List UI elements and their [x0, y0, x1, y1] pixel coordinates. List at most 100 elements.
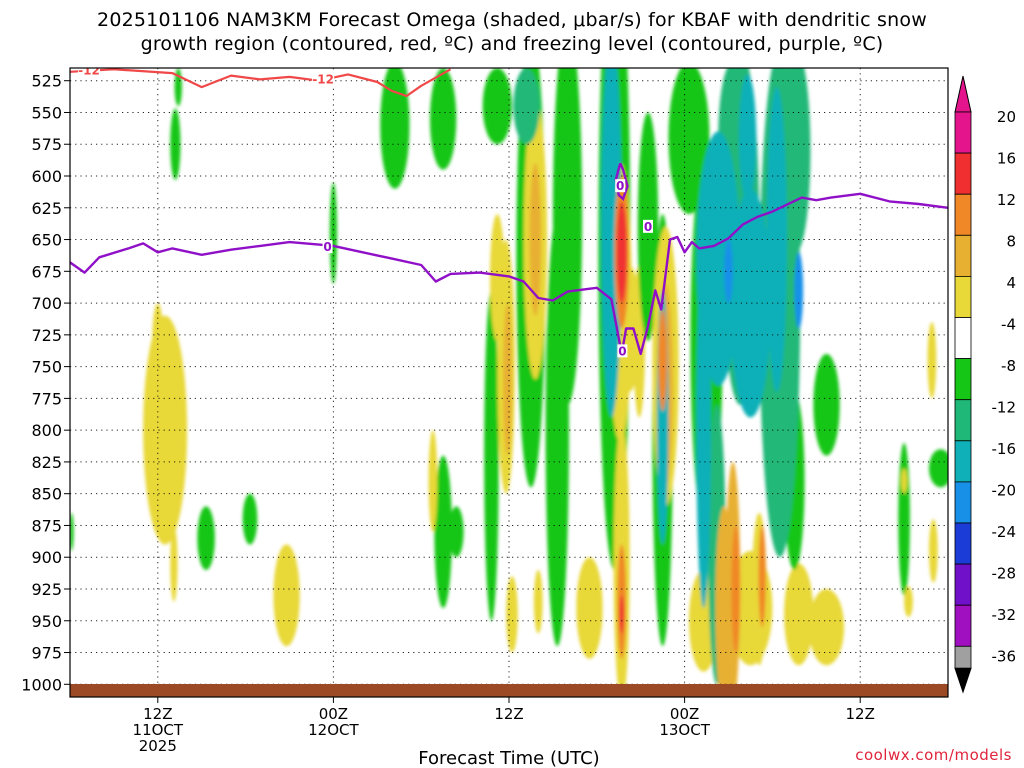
omega-shade-region	[429, 68, 457, 170]
omega-shade-region	[242, 493, 258, 545]
colorbar-swatch	[954, 111, 972, 154]
pressure-tick-label: 575	[31, 135, 62, 154]
omega-shade-region	[619, 595, 624, 634]
omega-shade-region	[766, 87, 788, 393]
pressure-tick-label: 600	[31, 167, 62, 186]
omega-shade-region	[794, 252, 804, 329]
pressure-tick-label: 675	[31, 262, 62, 281]
time-tick-label: 13OCT	[659, 721, 710, 739]
colorbar-swatch	[954, 193, 972, 236]
omega-shade-region	[151, 303, 164, 393]
freezing-level-label: 0	[618, 344, 626, 358]
chart-title-line2: growth region (contoured, red, ºC) and f…	[141, 33, 884, 55]
colorbar-bottom-arrow	[954, 667, 972, 694]
omega-shade-region	[143, 315, 188, 545]
freezing-label-bg	[643, 219, 654, 233]
pressure-tick-label: 850	[31, 485, 62, 504]
freezing-level-label: 0	[323, 240, 331, 254]
freezing-level-label: 0	[616, 179, 624, 193]
omega-shade-region	[380, 68, 410, 189]
time-tick-label: 00Z	[319, 705, 348, 723]
colorbar-label: 16	[997, 150, 1016, 168]
omega-shade-region	[273, 544, 300, 647]
pressure-tick-label: 525	[31, 72, 62, 91]
time-tick-label: 12Z	[143, 705, 172, 723]
omega-shade-region	[428, 430, 438, 532]
colorbar-swatch	[954, 399, 972, 442]
colorbar-label: -12	[992, 399, 1017, 417]
omega-shade-region	[170, 108, 181, 180]
omega-shade-region	[813, 353, 840, 456]
pressure-tick-label: 975	[31, 644, 62, 663]
time-tick-label: 12OCT	[308, 721, 359, 739]
omega-shade-region	[197, 506, 215, 570]
omega-shade-region	[513, 68, 540, 145]
omega-shade-region	[576, 557, 603, 659]
omega-shade-region	[484, 290, 499, 621]
pressure-axis: 525 550 575 600 625 650 675 700 725 750 775 800 825 8…	[21, 72, 70, 694]
time-tick-label: 11OCT	[133, 721, 184, 739]
omega-shade-region	[482, 68, 512, 145]
colorbar-label: 12	[997, 191, 1016, 209]
pressure-tick-label: 700	[31, 294, 62, 313]
pressure-tick-label: 900	[31, 548, 62, 567]
colorbar-swatch	[954, 152, 972, 195]
colorbar-label: -8	[1001, 357, 1016, 375]
pressure-tick-label: 725	[31, 326, 62, 345]
colorbar-label: 8	[1006, 233, 1016, 251]
dendritic-label-bg	[78, 68, 101, 77]
omega-shade-region	[506, 576, 518, 653]
freezing-level-contour	[70, 192, 948, 356]
colorbar-label: 4	[1006, 274, 1016, 292]
credit-link[interactable]: coolwx.com/models	[855, 746, 1012, 764]
pressure-tick-label: 825	[31, 453, 62, 472]
pressure-tick-label: 875	[31, 516, 62, 535]
pressure-tick-label: 1000	[21, 675, 62, 694]
omega-shade-region	[898, 442, 910, 596]
colorbar-label: -24	[992, 523, 1017, 541]
colorbar-swatch	[954, 275, 972, 318]
pressure-tick-label: 650	[31, 231, 62, 250]
pressure-tick-label: 800	[31, 421, 62, 440]
colorbar-label: -16	[992, 440, 1017, 458]
colorbar-top-arrow	[954, 75, 972, 113]
chart-title-line1: 2025101106 NAM3KM Forecast Omega (shaded…	[97, 9, 927, 31]
omega-shade-region	[724, 239, 733, 304]
pressure-tick-label: 625	[31, 199, 62, 218]
x-axis-label: Forecast Time (UTC)	[418, 748, 599, 768]
omega-shade-region	[503, 303, 512, 456]
pressure-tick-label: 750	[31, 358, 62, 377]
colorbar-swatch	[954, 317, 972, 359]
omega-shade-region	[696, 131, 741, 386]
omega-shade-region	[545, 214, 569, 647]
omega-shade-region	[529, 163, 542, 316]
colorbar-swatch	[954, 604, 972, 647]
omega-shade-region	[658, 309, 668, 412]
freezing-label-bg	[322, 240, 333, 254]
colorbar-swatch	[954, 234, 972, 277]
omega-shade-region	[329, 182, 338, 285]
omega-shade-region	[904, 586, 913, 617]
omega-shade-region	[928, 449, 948, 488]
omega-shade-region	[784, 563, 814, 666]
omega-shade-region	[449, 506, 464, 558]
dendritic-contour-label: -12	[78, 64, 100, 78]
colorbar-label: 20	[997, 108, 1016, 126]
terrain-ground-bar	[70, 684, 948, 697]
omega-shade-region	[434, 455, 452, 609]
dendritic-label-bg	[312, 72, 335, 86]
omega-shade-region	[927, 322, 937, 399]
omega-shade-region	[928, 519, 938, 583]
contours: 0 0 0 0 -12 -12	[70, 64, 948, 358]
time-tick-label: 00Z	[670, 705, 699, 723]
omega-shade-region	[170, 525, 178, 602]
freezing-label-bg	[617, 344, 628, 358]
freezing-label-bg	[615, 179, 626, 193]
colorbar-legend: 20 16 12 8 4 -4 -8 -12 -16 -20 -24 -28 -32 -36	[954, 75, 1017, 694]
colorbar-label: -36	[992, 648, 1017, 666]
colorbar-swatch	[954, 645, 972, 669]
colorbar-label: -32	[992, 606, 1017, 624]
pressure-tick-label: 550	[31, 103, 62, 122]
colorbar-swatch	[954, 522, 972, 565]
